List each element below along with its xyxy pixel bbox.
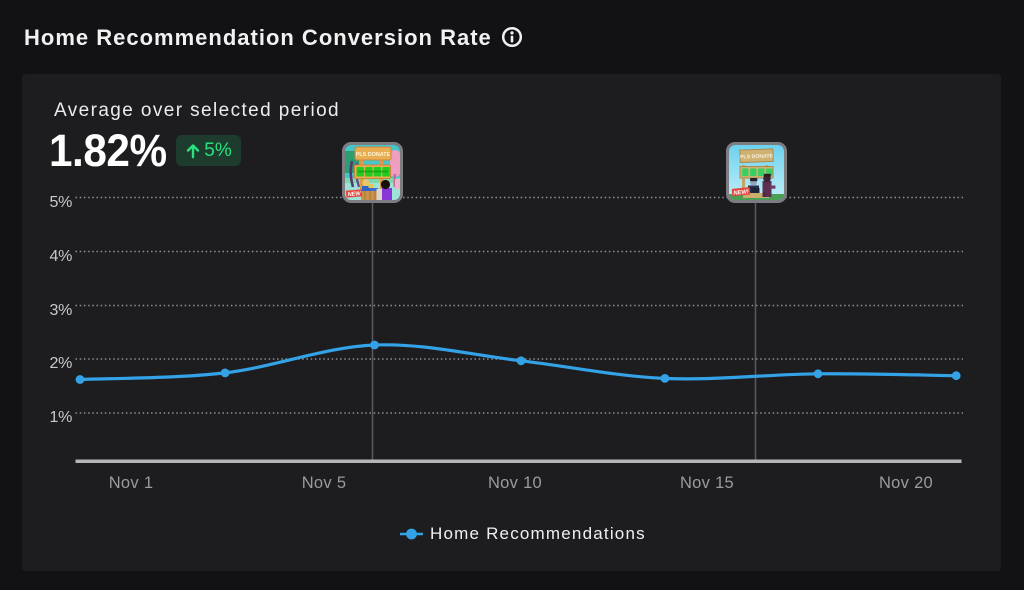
svg-text:PLS DONATE: PLS DONATE [356,152,391,158]
svg-text:NEW!: NEW! [733,189,749,197]
svg-text:NEW: NEW [347,191,361,198]
svg-text:PLS DONATE: PLS DONATE [739,153,773,160]
